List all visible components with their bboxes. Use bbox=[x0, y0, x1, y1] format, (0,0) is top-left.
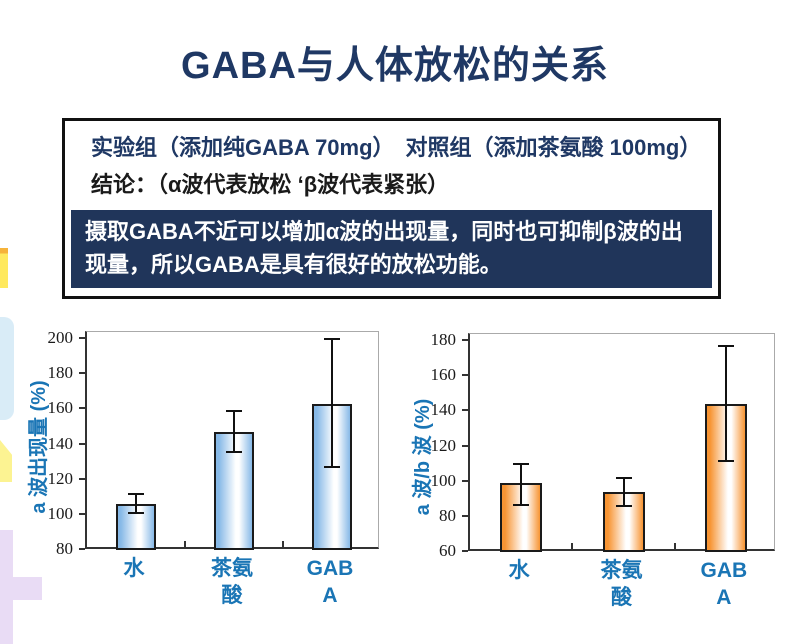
y-tick-mark bbox=[79, 372, 85, 375]
y-tick-label: 100 bbox=[47, 503, 74, 523]
y-tick-label: 100 bbox=[430, 470, 457, 490]
error-bar-line bbox=[331, 339, 333, 468]
y-tick-mark bbox=[462, 514, 468, 517]
error-bar-line bbox=[724, 346, 727, 461]
y-tick-label: 60 bbox=[439, 541, 456, 560]
decor-blue-blob bbox=[0, 317, 14, 420]
y-tick-label: 80 bbox=[56, 539, 73, 558]
decor-lavender-arm bbox=[0, 577, 42, 600]
plot-area bbox=[468, 333, 775, 552]
x-category-label: 茶氨酸 bbox=[211, 557, 253, 607]
y-axis-ticks: 200 180 160 140 120 100 80 bbox=[18, 328, 85, 558]
y-tick-mark bbox=[462, 444, 468, 447]
error-bar-line bbox=[233, 411, 235, 452]
error-bar-cap-bottom bbox=[717, 459, 734, 462]
x-axis-labels: 水 茶氨酸 GABA bbox=[85, 555, 376, 619]
highlight-box: 摄取GABA不近可以增加α波的出现量，同时也可抑制β波的出现量，所以GABA是具… bbox=[71, 210, 712, 288]
alpha-beta-ratio-chart: a 波/b 波 (%) 180 160 140 120 100 80 60 水茶氨酸 GABA bbox=[400, 330, 780, 633]
alpha-wave-chart: a 波出现量 (%) 200 180 160 140 120 100 80 水茶氨酸 GABA bbox=[18, 328, 398, 631]
y-tick-label: 180 bbox=[430, 330, 457, 349]
error-bar-cap-bottom bbox=[226, 450, 242, 453]
x-category-label: GABA bbox=[306, 557, 354, 607]
y-tick-mark bbox=[79, 512, 85, 515]
x-boundary-tick bbox=[184, 541, 186, 547]
x-category-label: 茶氨酸 bbox=[600, 559, 643, 609]
y-tick-label: 140 bbox=[430, 400, 457, 420]
error-bar-cap-top bbox=[226, 410, 242, 413]
y-tick-mark bbox=[462, 374, 468, 377]
y-tick-label: 120 bbox=[47, 468, 74, 488]
error-bar-cap-top bbox=[128, 492, 144, 495]
y-tick-label: 80 bbox=[439, 505, 456, 525]
y-tick-mark bbox=[462, 339, 468, 341]
x-category-label: GABA bbox=[700, 559, 748, 609]
y-tick-label: 200 bbox=[47, 328, 74, 347]
y-tick-mark bbox=[79, 548, 85, 550]
page-title: GABA与人体放松的关系 bbox=[181, 45, 609, 87]
x-axis-labels: 水 茶氨酸 GABA bbox=[468, 557, 772, 621]
experiment-groups-line: 实验组（添加纯GABA 70mg） 对照组（添加茶氨酸 100mg） bbox=[91, 135, 702, 160]
y-tick-label: 120 bbox=[430, 435, 457, 455]
x-category-label: 水 bbox=[123, 557, 145, 580]
error-bar-cap-top bbox=[324, 338, 340, 340]
x-category-label: 水 bbox=[508, 559, 530, 582]
info-box: 实验组（添加纯GABA 70mg） 对照组（添加茶氨酸 100mg） 结论：（α… bbox=[62, 118, 721, 299]
y-tick-mark bbox=[462, 479, 468, 482]
error-bar-cap-top bbox=[717, 345, 734, 348]
y-tick-mark bbox=[79, 442, 85, 445]
y-tick-mark bbox=[79, 407, 85, 410]
x-boundary-tick bbox=[673, 543, 676, 549]
y-tick-mark bbox=[462, 550, 468, 552]
y-tick-label: 160 bbox=[430, 365, 457, 385]
y-tick-mark bbox=[79, 337, 85, 339]
error-bar-line bbox=[622, 478, 625, 507]
error-bar-cap-bottom bbox=[513, 503, 530, 506]
highlight-text: 摄取GABA不近可以增加α波的出现量，同时也可抑制β波的出现量，所以GABA是具… bbox=[85, 219, 683, 277]
y-tick-label: 160 bbox=[47, 398, 74, 418]
error-bar-line bbox=[135, 493, 137, 514]
decor-yellow-strip bbox=[0, 248, 8, 288]
error-bar-cap-bottom bbox=[324, 466, 340, 469]
y-tick-label: 180 bbox=[47, 363, 74, 383]
decor-yellow-triangle bbox=[0, 440, 12, 482]
error-bar-cap-top bbox=[513, 463, 530, 466]
plot-area bbox=[85, 331, 379, 550]
error-bar-cap-top bbox=[615, 477, 632, 480]
x-boundary-tick bbox=[571, 543, 574, 549]
y-tick-mark bbox=[79, 477, 85, 480]
y-tick-mark bbox=[462, 409, 468, 412]
error-bar-cap-bottom bbox=[128, 512, 144, 515]
y-tick-label: 140 bbox=[47, 433, 74, 453]
y-axis-ticks: 180 160 140 120 100 80 60 bbox=[400, 330, 468, 560]
error-bar-cap-bottom bbox=[615, 505, 632, 508]
x-boundary-tick bbox=[282, 541, 284, 547]
error-bar-line bbox=[520, 464, 523, 505]
conclusion-line: 结论：（α波代表放松 ‘β波代表紧张） bbox=[91, 172, 450, 197]
